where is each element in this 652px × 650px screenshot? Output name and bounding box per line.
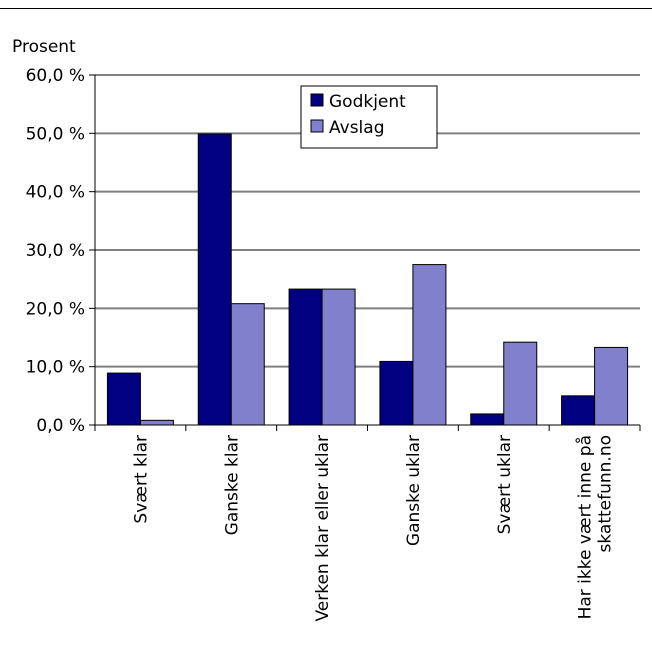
gridlines	[95, 74, 640, 368]
bar-avslag-5	[594, 346, 629, 426]
bar-avslag-2	[321, 288, 356, 426]
y-tick-label: 30,0 %	[26, 241, 85, 261]
bar-avslag-4	[503, 341, 538, 426]
legend-box	[300, 85, 438, 149]
y-tick-label: 50,0 %	[26, 124, 85, 144]
x-tick-labels: Svært klar Ganske klar Verken klar eller u…	[131, 435, 615, 622]
bar-godkjent-1	[197, 133, 232, 426]
top-rule	[0, 8, 652, 9]
x-tick-label: Ganske uklar	[404, 435, 424, 546]
bar-avslag-1	[230, 303, 265, 426]
x-tick-label: Svært klar	[131, 435, 151, 524]
y-axis-label: Prosent	[12, 37, 76, 57]
legend: Godkjent Avslag	[300, 85, 438, 149]
x-tick-label: skattefunn.no	[596, 435, 616, 553]
legend-label-godkjent: Godkjent	[329, 92, 406, 112]
bar-godkjent-5	[561, 395, 596, 426]
bar-godkjent-3	[379, 360, 414, 426]
bar-godkjent-2	[288, 288, 323, 426]
y-tick-labels: 0,0 % 10,0 % 20,0 % 30,0 % 40,0 % 50,0 % 60,0 …	[26, 66, 85, 436]
bars	[106, 133, 629, 426]
y-tick-label: 60,0 %	[26, 66, 85, 86]
x-tick-label: Svært uklar	[495, 435, 515, 534]
legend-swatch-godkjent	[310, 93, 324, 107]
y-tick-label: 20,0 %	[26, 299, 85, 319]
x-tick-label: Har ikke vært inne på	[575, 435, 596, 619]
legend-label-avslag: Avslag	[329, 118, 384, 138]
bar-godkjent-4	[470, 413, 505, 426]
bar-godkjent-0	[106, 372, 141, 426]
axes	[89, 74, 641, 431]
y-tick-label: 40,0 %	[26, 183, 85, 203]
bar-avslag-3	[412, 264, 447, 426]
legend-swatch-avslag	[310, 119, 324, 133]
x-tick-label: Ganske klar	[222, 435, 242, 535]
bar-avslag-0	[139, 419, 174, 426]
x-tick-label: Verken klar eller uklar	[313, 435, 333, 622]
y-tick-label: 0,0 %	[36, 416, 85, 436]
y-tick-label: 10,0 %	[26, 358, 85, 378]
